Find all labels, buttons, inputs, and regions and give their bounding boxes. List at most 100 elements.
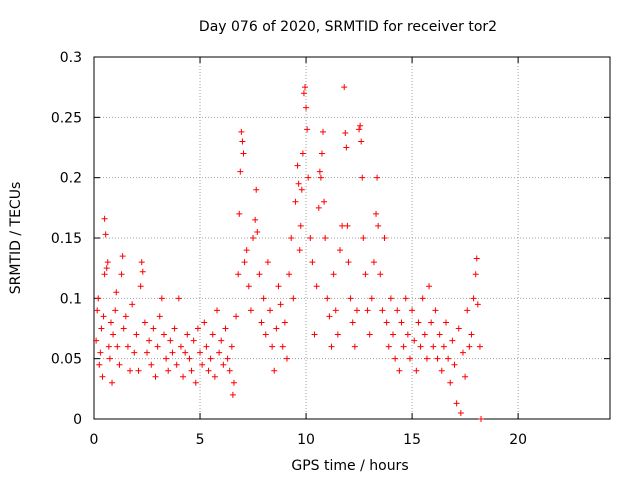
data-point: [264, 259, 271, 266]
data-point: [326, 313, 333, 320]
data-point: [199, 361, 206, 368]
data-point: [230, 379, 237, 386]
data-point: [209, 331, 216, 338]
y-tick-label: 0.1: [60, 291, 82, 307]
data-point: [304, 126, 311, 133]
data-point: [447, 379, 454, 386]
data-point: [258, 319, 265, 326]
data-point: [271, 367, 278, 374]
data-point: [468, 331, 475, 338]
data-point: [283, 355, 290, 362]
data-point: [239, 138, 246, 145]
data-point: [344, 222, 351, 229]
data-point: [476, 343, 483, 350]
data-point: [237, 168, 244, 175]
data-point: [360, 235, 367, 241]
data-point: [148, 361, 155, 368]
data-point: [240, 150, 247, 157]
data-point: [211, 373, 218, 380]
data-point: [297, 222, 304, 229]
data-point: [317, 174, 324, 181]
data-point: [133, 331, 140, 338]
data-point: [413, 367, 420, 374]
y-tick-label: 0.2: [60, 171, 82, 187]
data-point: [139, 268, 146, 275]
data-point: [409, 307, 416, 314]
x-axis-label: GPS time / hours: [291, 458, 408, 474]
data-point: [349, 319, 356, 326]
data-point: [104, 259, 111, 266]
data-point: [379, 307, 386, 314]
data-point: [455, 325, 462, 332]
data-point: [339, 222, 346, 229]
data-point: [421, 331, 428, 338]
data-point: [385, 343, 392, 350]
data-point: [299, 150, 306, 157]
data-points: [93, 84, 485, 422]
y-axis-ticks: 0 0.05 0.1 0.15 0.2 0.25 0.3: [51, 50, 610, 428]
data-point: [321, 198, 328, 205]
data-point: [165, 367, 172, 374]
data-point: [182, 349, 189, 356]
data-point: [194, 325, 201, 332]
data-point: [109, 379, 116, 386]
data-point: [370, 259, 377, 266]
data-point: [434, 355, 441, 362]
data-point: [100, 313, 107, 320]
data-point: [118, 271, 125, 278]
data-point: [356, 126, 363, 133]
data-point: [377, 271, 384, 278]
data-point: [150, 325, 157, 332]
data-point: [201, 319, 208, 326]
data-point: [127, 367, 134, 374]
data-point: [146, 337, 153, 344]
data-point: [279, 343, 286, 350]
data-point: [290, 295, 297, 302]
data-point: [466, 343, 473, 350]
data-point: [275, 283, 282, 290]
data-point: [260, 295, 267, 302]
data-point: [135, 367, 142, 374]
data-point: [343, 144, 350, 151]
data-point: [144, 349, 151, 356]
data-point: [119, 253, 126, 260]
data-point: [229, 391, 236, 398]
data-point: [336, 247, 343, 254]
data-point: [281, 319, 288, 326]
data-point: [197, 349, 204, 356]
data-point: [449, 337, 456, 344]
data-point: [254, 228, 261, 235]
data-point: [295, 180, 302, 187]
data-point: [301, 84, 308, 91]
x-tick-label: 15: [403, 432, 421, 448]
data-point: [358, 138, 365, 145]
data-point: [330, 271, 337, 278]
data-point: [241, 259, 248, 266]
data-point: [296, 247, 303, 254]
data-point: [269, 343, 276, 350]
data-point: [423, 355, 430, 362]
data-point: [228, 343, 235, 350]
data-point: [163, 355, 170, 362]
data-point: [173, 361, 180, 368]
data-point: [192, 379, 199, 386]
y-tick-label: 0.05: [51, 352, 82, 368]
data-point: [309, 259, 316, 266]
data-point: [300, 90, 307, 97]
data-point: [262, 331, 269, 338]
data-point: [152, 373, 159, 380]
data-point: [313, 283, 320, 290]
y-axis-label: SRMTID / TECUs: [8, 182, 24, 295]
data-point: [120, 325, 127, 332]
data-point: [342, 130, 349, 137]
data-point: [273, 325, 280, 332]
data-point: [303, 104, 310, 111]
data-point: [292, 198, 299, 205]
x-tick-label: 20: [509, 432, 527, 448]
data-point: [400, 343, 407, 350]
grid: [94, 57, 610, 419]
data-point: [107, 319, 114, 326]
y-tick-label: 0.3: [60, 50, 82, 66]
data-point: [186, 355, 193, 362]
data-point: [205, 367, 212, 374]
